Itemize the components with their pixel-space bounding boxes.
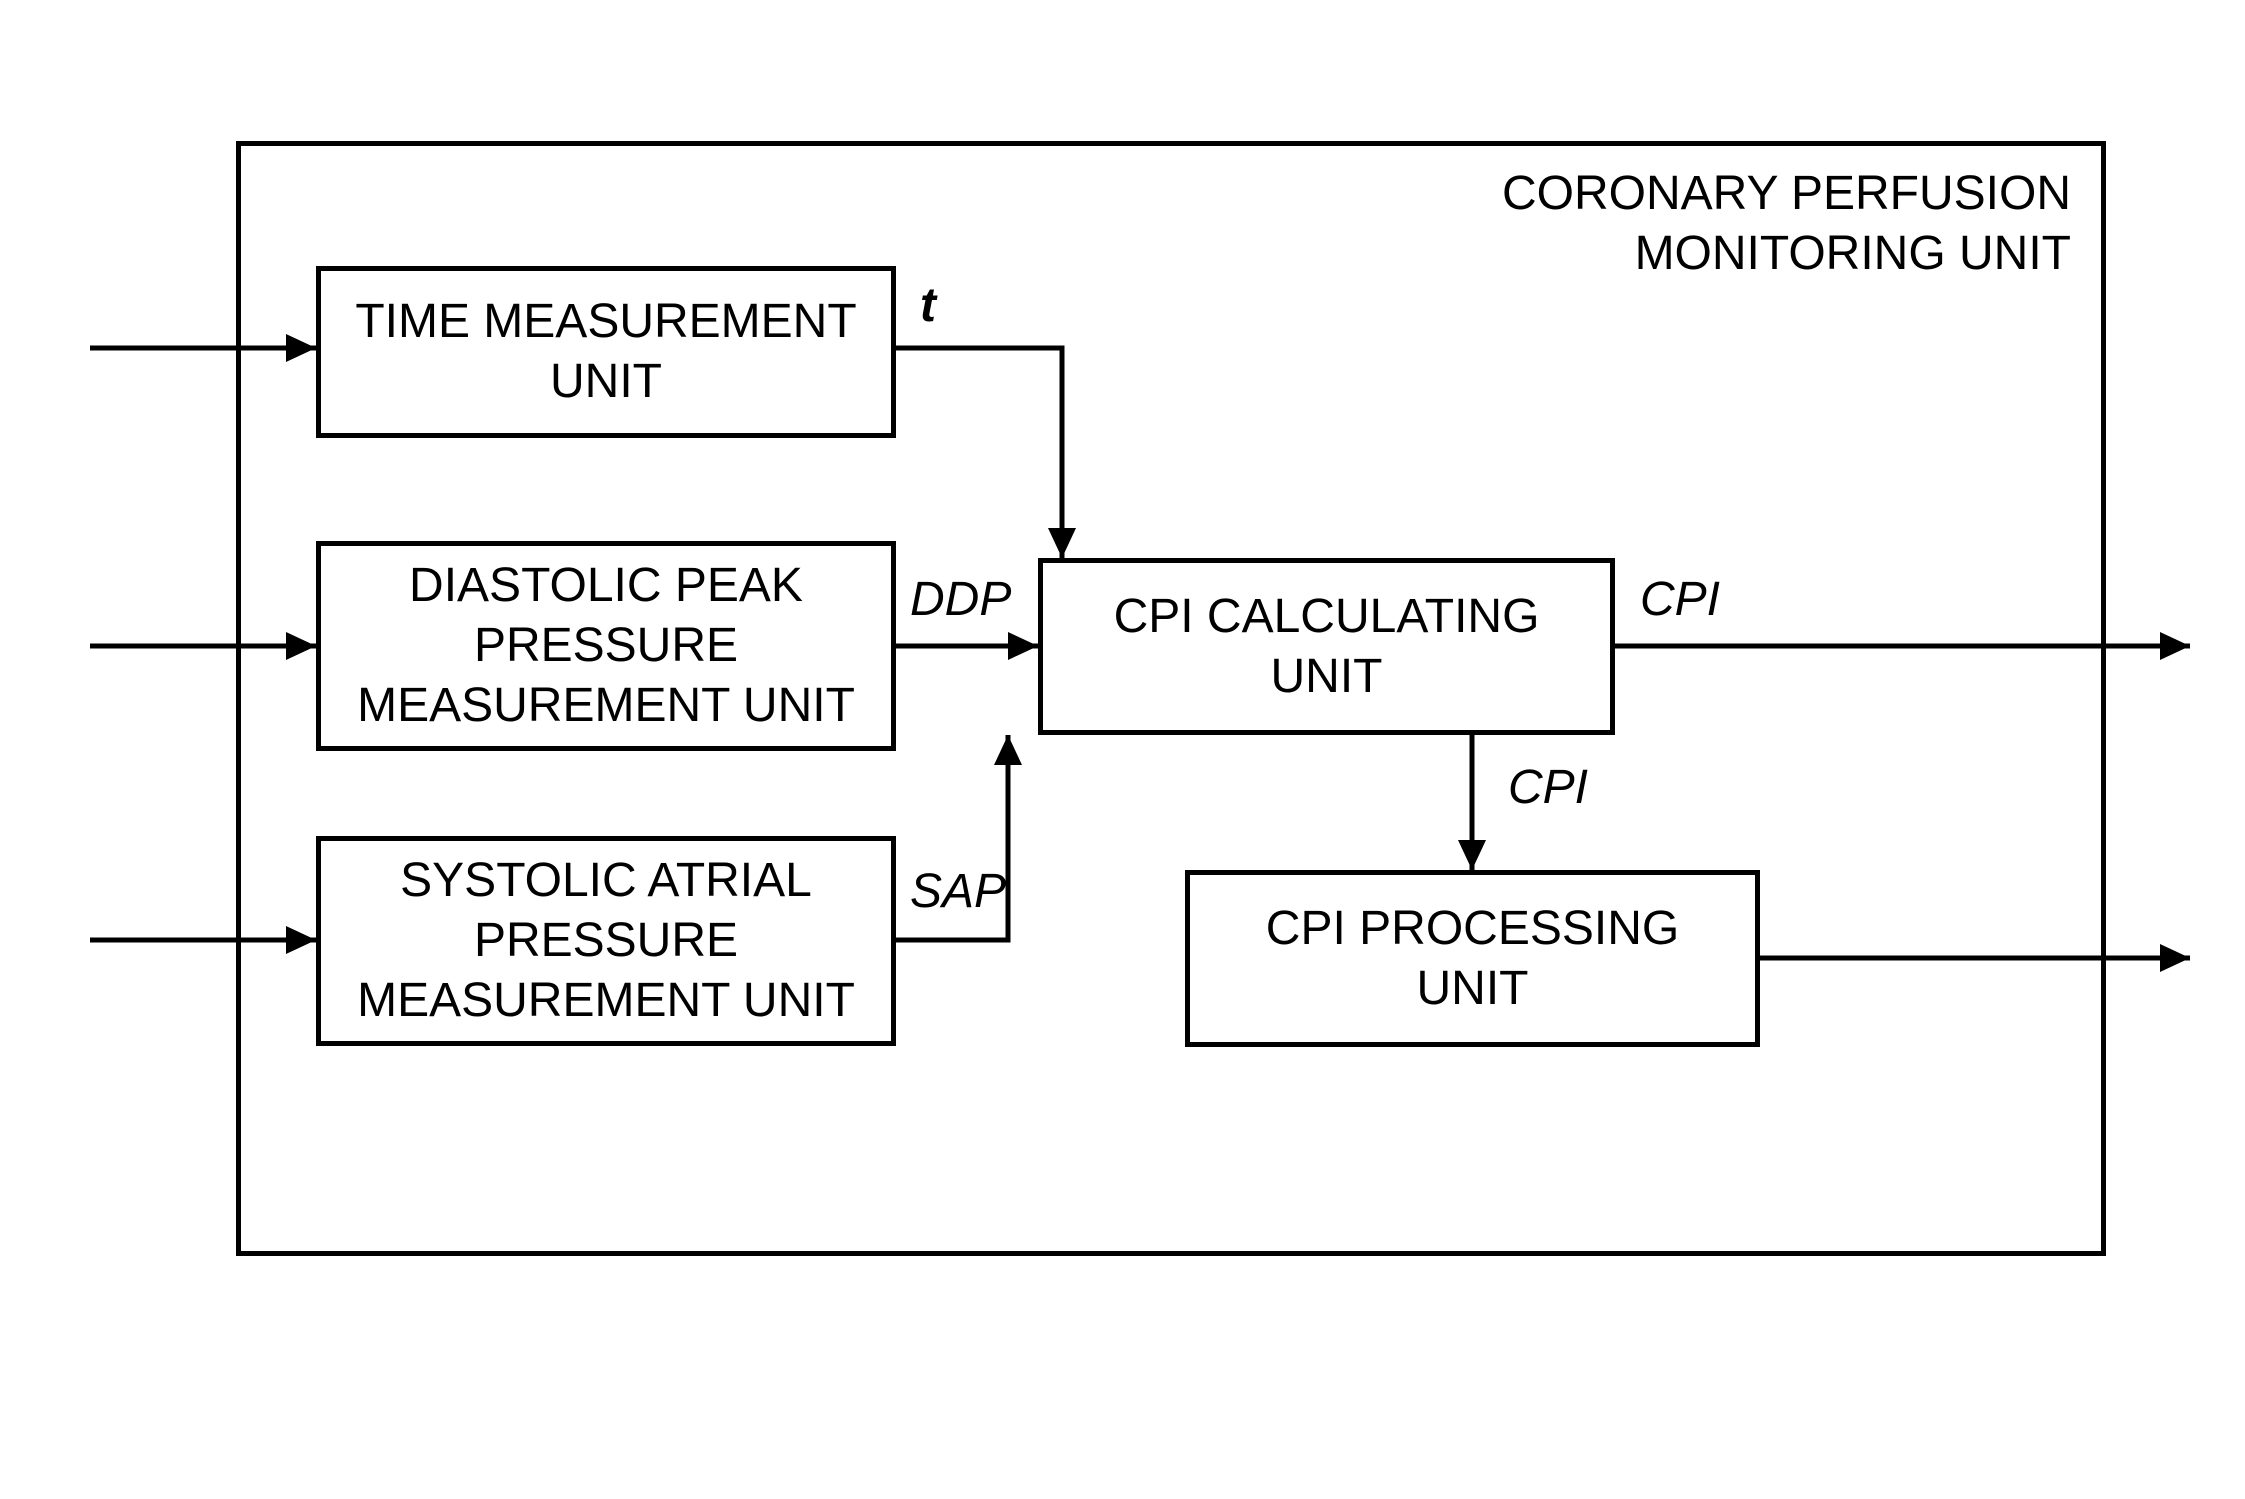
diagram-canvas: CORONARY PERFUSION MONITORING UNIT TIME …	[0, 0, 2245, 1499]
cpi-calculating-unit-label: CPI CALCULATING UNIT	[1114, 587, 1540, 707]
cpi-calculating-unit-box: CPI CALCULATING UNIT	[1038, 558, 1615, 735]
edge-label-cpi-down: CPI	[1508, 758, 1588, 818]
edge-label-sap: SAP	[910, 862, 1006, 922]
systolic-atrial-pressure-box: SYSTOLIC ATRIAL PRESSURE MEASUREMENT UNI…	[316, 836, 896, 1046]
container-title: CORONARY PERFUSION MONITORING UNIT	[1502, 164, 2071, 284]
edge-label-cpi-out: CPI	[1640, 570, 1720, 630]
time-measurement-unit-box: TIME MEASUREMENT UNIT	[316, 266, 896, 438]
time-measurement-unit-label: TIME MEASUREMENT UNIT	[355, 292, 856, 412]
cpi-processing-unit-label: CPI PROCESSING UNIT	[1266, 899, 1679, 1019]
edge-label-t: t	[920, 276, 936, 336]
systolic-atrial-pressure-label: SYSTOLIC ATRIAL PRESSURE MEASUREMENT UNI…	[357, 851, 855, 1031]
cpi-processing-unit-box: CPI PROCESSING UNIT	[1185, 870, 1760, 1047]
edge-label-ddp: DDP	[910, 570, 1011, 630]
diastolic-peak-pressure-label: DIASTOLIC PEAK PRESSURE MEASUREMENT UNIT	[357, 556, 855, 736]
diastolic-peak-pressure-box: DIASTOLIC PEAK PRESSURE MEASUREMENT UNIT	[316, 541, 896, 751]
